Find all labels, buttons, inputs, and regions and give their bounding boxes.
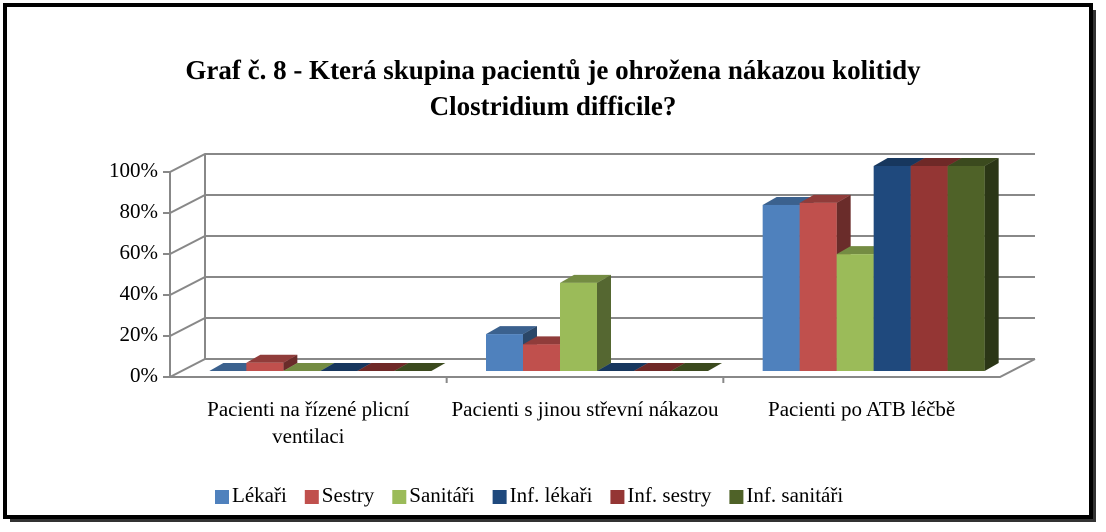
legend-label: Sanitáři: [409, 483, 474, 507]
bar-side: [597, 274, 611, 371]
bar-side: [984, 158, 999, 371]
bar-top: [357, 363, 409, 371]
y-tick-label: 40%: [120, 281, 159, 305]
bar-top: [671, 363, 722, 371]
bar: [910, 166, 948, 371]
bar-top: [947, 158, 999, 166]
grid-line: [169, 317, 1035, 337]
chart-title: Graf č. 8 - Která skupina pacientů je oh…: [185, 55, 921, 121]
grid-line: [169, 153, 1035, 173]
bar: [947, 166, 985, 371]
grid-line: [169, 194, 1035, 214]
x-tick-label: Pacienti po ATB léčbě: [768, 397, 956, 421]
bar-top: [910, 158, 962, 166]
grid-line: [169, 276, 1035, 296]
bar-top: [873, 158, 925, 166]
y-tick-label: 100%: [109, 158, 158, 182]
bar-side: [283, 354, 298, 371]
bar-top: [634, 363, 685, 371]
bar: [836, 254, 874, 371]
bar-top: [283, 363, 335, 371]
y-tick-label: 20%: [120, 322, 159, 346]
bar: [246, 362, 284, 371]
bar: [523, 344, 560, 371]
legend-label: Inf. sanitáři: [746, 483, 843, 507]
grid-line: [169, 358, 1035, 378]
bar-top: [560, 274, 611, 283]
bar-top: [799, 194, 851, 203]
bar: [799, 202, 837, 371]
bar: [486, 334, 523, 371]
legend-label: Sestry: [322, 483, 375, 507]
legend-swatch: [304, 490, 319, 504]
bar: [873, 166, 911, 371]
bar-top: [320, 363, 372, 371]
legend-label: Lékaři: [232, 483, 287, 507]
bar-top: [597, 363, 648, 371]
y-tick-label: 60%: [120, 240, 159, 264]
x-tick-label: Pacienti s jinou střevní nákazou: [451, 397, 719, 421]
x-tick-label: Pacienti na řízené plicní ventilaci: [207, 397, 410, 448]
legend-swatch: [729, 490, 744, 504]
bar: [560, 282, 597, 371]
legend-label: Inf. lékaři: [510, 483, 593, 507]
y-tick-label: 80%: [120, 199, 159, 223]
bar-top: [246, 354, 298, 363]
legend-swatch: [392, 490, 407, 504]
bar-top: [486, 326, 537, 335]
bar-top: [394, 363, 446, 371]
legend-swatch: [215, 490, 229, 504]
legend-swatch: [610, 490, 625, 504]
y-tick-label: 0%: [130, 363, 158, 387]
grid-line: [169, 235, 1035, 255]
legend-label: Inf. sestry: [627, 483, 711, 507]
legend-swatch: [492, 490, 507, 504]
bar: [762, 204, 800, 371]
